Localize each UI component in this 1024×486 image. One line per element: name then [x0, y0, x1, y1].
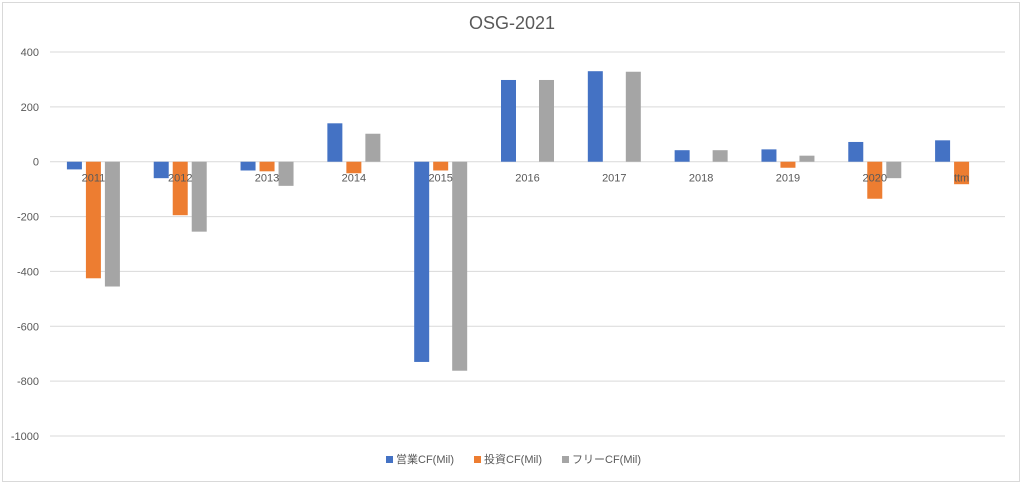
bar-1-2011 — [66, 161, 82, 170]
bar-2-2013 — [259, 161, 275, 172]
y-tick-label: -600 — [17, 321, 39, 333]
y-tick-label: 200 — [21, 102, 39, 114]
chart-title: OSG-2021 — [469, 13, 555, 33]
bar-1-ttm — [935, 140, 951, 162]
bar-1-2014 — [327, 123, 343, 162]
bar-1-2020 — [848, 141, 864, 162]
legend-label: フリーCF(Mil) — [572, 454, 641, 466]
y-tick-label: -1000 — [11, 431, 39, 443]
bar-2-2011 — [85, 161, 101, 279]
x-tick-label: 2015 — [428, 173, 452, 185]
legend-swatch — [386, 456, 393, 463]
bar-1-2017 — [587, 71, 603, 162]
bar-1-2016 — [501, 79, 516, 162]
x-tick-label: 2013 — [255, 173, 279, 185]
bar-1-2013 — [240, 161, 256, 171]
legend-swatch — [474, 456, 481, 463]
bars — [66, 71, 970, 371]
bar-2-2019 — [780, 161, 796, 168]
y-tick-label: -400 — [17, 266, 39, 278]
x-tick-label: ttm — [954, 173, 969, 185]
legend: 営業CF(Mil) 投資CF(Mil) フリーCF(Mil) — [386, 452, 641, 466]
gridlines — [50, 51, 1005, 437]
bar-3-2014 — [365, 133, 381, 162]
x-axis-ticks: 2011 2012 2013 2014 2015 2016 2017 2018 2019 2020… — [82, 173, 970, 185]
bar-3-2020 — [886, 161, 902, 179]
bar-1-2015 — [414, 161, 430, 362]
bar-1-2012 — [153, 161, 169, 179]
x-tick-label: 2014 — [342, 173, 366, 185]
bar-3-2012 — [191, 161, 207, 232]
bar-1-2018 — [674, 150, 690, 162]
x-tick-label: 2011 — [82, 173, 106, 185]
bar-3-2013 — [278, 161, 294, 186]
legend-label: 投資CF(Mil) — [484, 452, 542, 466]
bar-2-2015 — [433, 161, 449, 171]
bar-3-2016 — [539, 79, 554, 162]
bar-3-2018 — [712, 150, 728, 162]
legend-swatch — [562, 456, 569, 463]
y-tick-label: -200 — [17, 212, 39, 224]
y-axis-ticks: 400 200 0 -200 -400 -600 -800 -1000 — [11, 47, 39, 443]
bar-3-2015 — [452, 161, 468, 371]
x-tick-label: 2016 — [515, 173, 539, 185]
bar-1-2019 — [761, 149, 777, 162]
x-tick-label: 2018 — [689, 173, 713, 185]
y-tick-label: -800 — [17, 376, 39, 388]
bar-3-2019 — [799, 155, 815, 162]
x-tick-label: 2020 — [863, 173, 887, 185]
bar-3-2017 — [625, 71, 641, 162]
x-tick-label: 2017 — [602, 173, 626, 185]
x-tick-label: 2019 — [776, 173, 800, 185]
y-tick-label: 400 — [21, 47, 39, 59]
bar-2-2014 — [346, 161, 362, 174]
legend-label: 営業CF(Mil) — [396, 452, 454, 466]
bar-3-2011 — [104, 161, 120, 287]
bar-2-2012 — [172, 161, 188, 216]
y-tick-label: 0 — [33, 157, 39, 169]
bar-2-2020 — [867, 161, 883, 199]
bar-2-ttm — [954, 161, 970, 185]
x-tick-label: 2012 — [168, 173, 192, 185]
